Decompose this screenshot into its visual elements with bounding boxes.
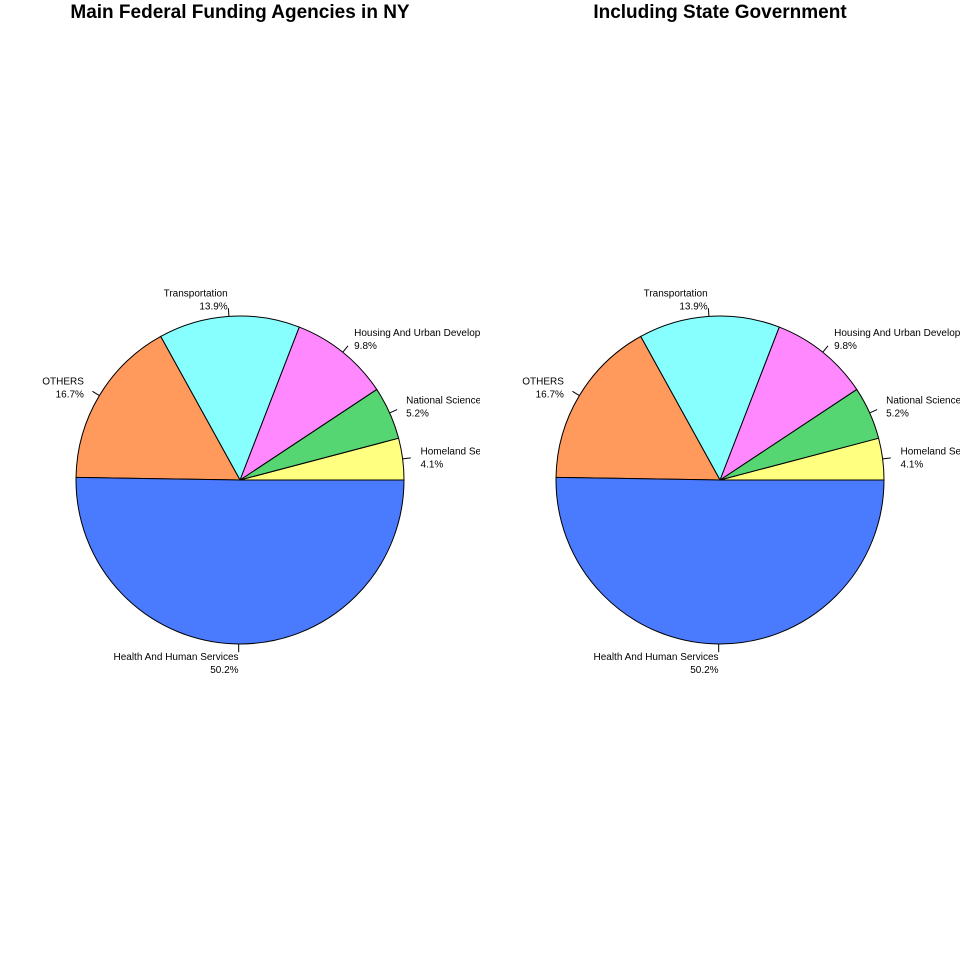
slice-label: Homeland Security bbox=[421, 447, 505, 458]
leader-line bbox=[707, 308, 710, 317]
chart-title: Main Federal Funding Agencies in NY bbox=[70, 2, 410, 23]
pie-panel-left: Main Federal Funding Agencies in NY Homel… bbox=[42, 2, 534, 676]
pie-panel-right: Including State Government Homeland Secur… bbox=[522, 2, 960, 676]
slice-percent-label: 4.1% bbox=[421, 460, 444, 471]
slice-percent-label: 4.1% bbox=[901, 460, 924, 471]
slice-label: OTHERS bbox=[522, 376, 564, 387]
slice-label: OTHERS bbox=[42, 376, 84, 387]
pie-slice-health-and-human-services bbox=[75, 476, 405, 645]
slice-percent-label: 50.2% bbox=[690, 665, 718, 676]
pie-slice-transportation bbox=[640, 315, 780, 482]
slice-label: Homeland Security bbox=[901, 447, 960, 458]
slice-label: National Science Foundation bbox=[886, 396, 960, 407]
leader-line bbox=[227, 308, 230, 317]
slice-percent-label: 9.8% bbox=[354, 341, 377, 352]
leader-line bbox=[869, 409, 878, 414]
slice-label: National Science Foundation bbox=[406, 396, 534, 407]
slice-percent-label: 16.7% bbox=[536, 389, 564, 400]
pie-slice-others bbox=[555, 335, 721, 481]
slice-percent-label: 13.9% bbox=[679, 301, 707, 312]
slice-percent-label: 16.7% bbox=[56, 389, 84, 400]
slice-percent-label: 50.2% bbox=[210, 665, 238, 676]
slice-percent-label: 13.9% bbox=[199, 301, 227, 312]
slice-percent-label: 5.2% bbox=[406, 409, 429, 420]
slice-label: Transportation bbox=[164, 288, 228, 299]
pie-slice-housing-and-urban-development bbox=[238, 326, 378, 482]
slice-label: Health And Human Services bbox=[113, 652, 238, 663]
slice-label: Housing And Urban Development bbox=[354, 328, 503, 339]
slice-label: Housing And Urban Development bbox=[834, 328, 960, 339]
leader-line bbox=[822, 345, 829, 353]
pie-slice-health-and-human-services bbox=[555, 476, 885, 645]
slice-percent-label: 9.8% bbox=[834, 341, 857, 352]
leader-line bbox=[92, 390, 100, 396]
slice-percent-label: 5.2% bbox=[886, 409, 909, 420]
leader-line bbox=[389, 409, 398, 414]
chart-title: Including State Government bbox=[593, 2, 847, 23]
slice-label: Health And Human Services bbox=[593, 652, 718, 663]
leader-line bbox=[882, 457, 891, 460]
pie-slice-others bbox=[75, 335, 241, 481]
leader-line bbox=[342, 345, 349, 353]
pie-slice-housing-and-urban-development bbox=[718, 326, 858, 482]
pie-slice-transportation bbox=[160, 315, 300, 482]
leader-line bbox=[402, 457, 411, 460]
leader-line bbox=[572, 390, 580, 396]
slice-label: Transportation bbox=[644, 288, 708, 299]
